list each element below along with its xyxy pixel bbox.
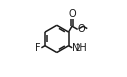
Text: O: O <box>68 9 76 19</box>
Text: F: F <box>35 43 41 53</box>
Text: NH: NH <box>73 43 87 53</box>
Text: 2: 2 <box>76 44 81 53</box>
Text: O: O <box>78 24 85 34</box>
